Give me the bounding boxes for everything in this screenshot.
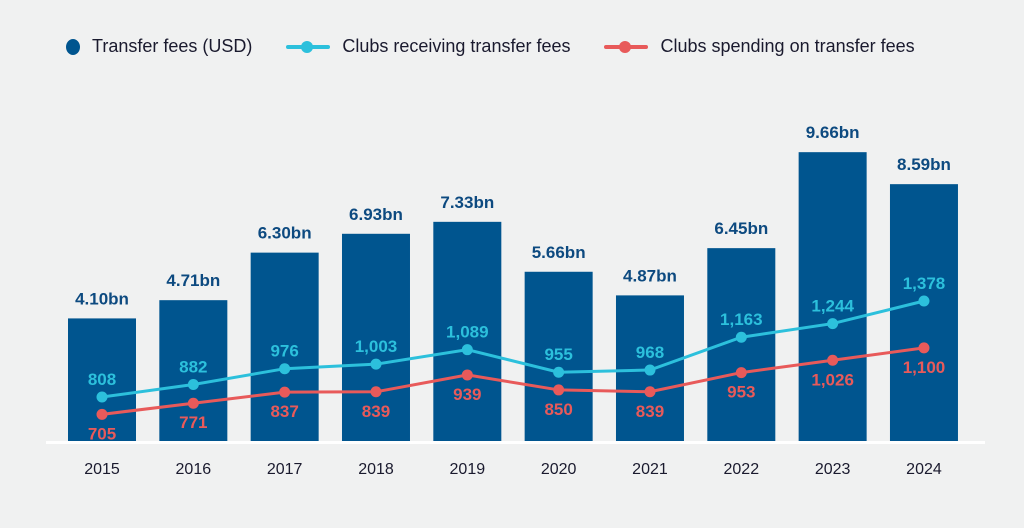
point-value-label: 837: [270, 402, 298, 421]
bar: [68, 318, 136, 441]
data-point: [735, 331, 747, 343]
point-value-label: 1,378: [903, 274, 946, 293]
data-point: [187, 397, 199, 409]
bar: [433, 221, 502, 441]
bar-value-label: 6.93bn: [349, 205, 403, 224]
bar-value-label: 7.33bn: [440, 193, 494, 212]
data-point: [96, 408, 108, 420]
point-value-label: 839: [362, 402, 390, 421]
data-point: [735, 367, 747, 379]
point-value-label: 968: [636, 343, 664, 362]
data-point: [918, 295, 930, 307]
data-point: [279, 386, 291, 398]
legend-item: Clubs spending on transfer fees: [604, 36, 915, 57]
x-tick-label: 2021: [632, 461, 668, 478]
point-value-label: 953: [727, 383, 755, 402]
spending-line: [101, 346, 925, 416]
x-tick-label: 2018: [358, 461, 394, 478]
bar-value-label: 6.45bn: [714, 219, 768, 238]
point-value-label: 955: [544, 345, 572, 364]
legend-label: Clubs spending on transfer fees: [660, 36, 915, 56]
legend-item: Transfer fees (USD): [66, 36, 252, 57]
data-point: [370, 358, 382, 370]
data-point: [370, 386, 382, 398]
data-point: [553, 384, 565, 396]
point-value-label: 882: [179, 358, 207, 377]
bar-value-label: 5.66bn: [532, 243, 586, 262]
bar-value-label: 8.59bn: [897, 155, 951, 174]
point-value-label: 771: [179, 413, 207, 432]
data-point: [827, 354, 839, 366]
x-tick-label: 2019: [450, 461, 486, 478]
data-point: [553, 366, 565, 378]
data-point: [279, 363, 291, 375]
bar: [250, 252, 319, 441]
legend-label: Clubs receiving transfer fees: [342, 36, 571, 56]
x-tick-label: 2015: [84, 461, 120, 478]
bar: [798, 152, 867, 441]
data-point: [918, 342, 930, 354]
x-tick-label: 2020: [541, 461, 577, 478]
x-tick-label: 2024: [906, 461, 942, 478]
legend-line-icon: [604, 40, 649, 53]
x-tick-label: 2017: [267, 461, 303, 478]
legend-line-icon: [286, 40, 331, 53]
point-value-label: 1,244: [811, 297, 854, 316]
data-point: [644, 364, 656, 376]
data-point: [827, 318, 839, 330]
point-value-label: 1,026: [811, 370, 854, 389]
x-tick-label: 2016: [176, 461, 212, 478]
legend-label: Transfer fees (USD): [92, 36, 253, 56]
data-point: [96, 391, 108, 403]
data-point: [187, 379, 199, 391]
bar-value-label: 4.87bn: [623, 266, 677, 285]
bar-value-label: 4.10bn: [75, 289, 129, 308]
legend-dot-icon: [66, 38, 80, 55]
point-value-label: 1,100: [903, 358, 946, 377]
bar: [341, 233, 410, 441]
point-value-label: 808: [88, 370, 116, 389]
bar-value-label: 6.30bn: [258, 224, 312, 243]
point-value-label: 705: [88, 424, 116, 443]
legend: Transfer fees (USD) Clubs receiving trans…: [66, 36, 949, 57]
point-value-label: 1,089: [446, 323, 489, 342]
bar-value-label: 4.71bn: [166, 271, 220, 290]
data-point: [461, 344, 473, 356]
legend-item: Clubs receiving transfer fees: [286, 36, 570, 57]
x-tick-label: 2023: [815, 461, 851, 478]
point-value-label: 1,163: [720, 310, 763, 329]
point-value-label: 976: [270, 342, 298, 361]
data-point: [461, 369, 473, 381]
bar-value-label: 9.66bn: [806, 123, 860, 142]
data-point: [644, 386, 656, 398]
bar: [159, 300, 228, 441]
point-value-label: 1,003: [355, 337, 398, 356]
bar: [889, 184, 958, 441]
point-value-label: 839: [636, 402, 664, 421]
bar: [524, 271, 593, 441]
point-value-label: 939: [453, 385, 481, 404]
point-value-label: 850: [544, 400, 572, 419]
receiving-line: [101, 299, 925, 399]
x-tick-label: 2022: [724, 461, 760, 478]
